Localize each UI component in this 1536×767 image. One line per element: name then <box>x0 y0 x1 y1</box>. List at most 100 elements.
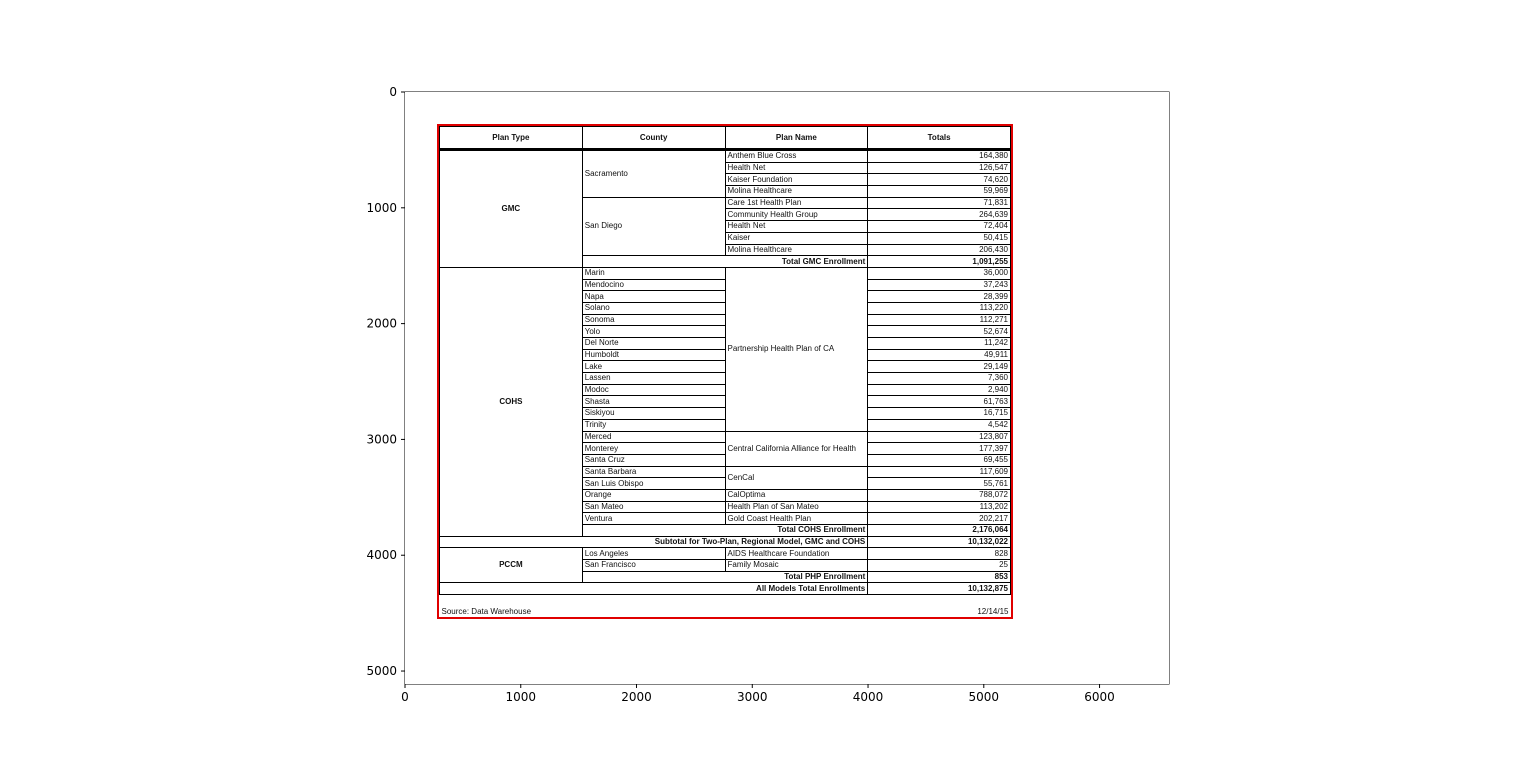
plan-name-cell: Partnership Health Plan of CA <box>724 266 869 432</box>
total-cell: 52,674 <box>867 325 1011 338</box>
table-row: San Mateo Health Plan of San Mateo 113,202 <box>440 500 1011 514</box>
county-cell: Del Norte <box>581 337 726 350</box>
total-cell: 202,217 <box>867 512 1011 525</box>
county-cell: Merced <box>581 430 726 444</box>
county-cell: Ventura <box>581 512 726 525</box>
table-row: San Luis Obispo 55,761 <box>440 477 1011 490</box>
column-header: Plan Name <box>724 126 869 151</box>
total-cell: 55,761 <box>867 477 1011 490</box>
table-row: Merced Central California Alliance for He… <box>440 430 1011 467</box>
table-row: Del Norte 11,242 <box>440 337 1011 350</box>
plan-type-cell: COHS <box>439 266 583 537</box>
table-row: Orange CalOptima 788,072 <box>440 488 1011 502</box>
plan-name-cell: Kaiser Foundation <box>724 173 869 187</box>
total-cell: 112,271 <box>867 313 1011 327</box>
x-tick-label: 0 <box>401 690 409 704</box>
table-row: Plan Type County Plan Name Totals <box>439 126 1011 151</box>
all-models-value: 10,132,875 <box>867 582 1011 596</box>
county-cell: Napa <box>581 290 726 303</box>
table-row: COHS Marin Partnership Health Plan of CA 36… <box>439 266 1011 537</box>
plan-name-cell: Health Net <box>724 220 869 233</box>
total-cell: 4,542 <box>867 418 1011 432</box>
report-date: 12/14/15 <box>977 607 1009 617</box>
total-cell: 61,763 <box>867 395 1011 409</box>
table-row: All Models Total Enrollments 10,132,875 <box>438 582 1011 596</box>
plan-name-cell: Health Plan of San Mateo <box>724 500 869 514</box>
plan-name-cell: Care 1st Health Plan <box>724 196 869 210</box>
column-header: Plan Type <box>439 126 583 151</box>
y-tick-label: 1000 <box>366 201 397 215</box>
table-row: Yolo 52,674 <box>440 325 1011 338</box>
x-tick-label: 1000 <box>505 690 536 704</box>
county-cell: Sonoma <box>581 313 726 327</box>
total-cell: 16,715 <box>867 407 1011 420</box>
total-cell: 113,220 <box>867 301 1011 315</box>
total-cell: 28,399 <box>867 290 1011 303</box>
plan-name-cell: Health Net <box>724 161 869 175</box>
column-header: Totals <box>867 126 1011 151</box>
table-row: Kaiser Foundation 74,620 <box>440 173 1011 187</box>
total-cell: 71,831 <box>867 196 1011 210</box>
total-cell: 2,940 <box>867 383 1011 397</box>
section-total-value: 1,091,255 <box>867 255 1011 268</box>
x-tick-label: 2000 <box>621 690 652 704</box>
x-tick-label: 6000 <box>1084 690 1115 704</box>
x-tick-label: 5000 <box>969 690 1000 704</box>
county-cell: Sacramento <box>581 149 726 198</box>
total-cell: 29,149 <box>867 360 1011 374</box>
total-cell: 177,397 <box>867 442 1011 455</box>
county-cell: Modoc <box>581 383 726 397</box>
table-row: San Francisco Family Mosaic 25 <box>440 559 1011 572</box>
total-cell: 74,620 <box>867 173 1011 187</box>
plan-type-cell: GMC <box>439 149 583 268</box>
enrollment-table: Plan Type County Plan Name Totals GMC Sacrame… <box>437 123 1013 620</box>
county-cell: San Diego <box>581 196 726 257</box>
total-cell: 11,242 <box>867 337 1011 350</box>
table-row: Molina Healthcare 206,430 <box>440 243 1011 257</box>
table-row: Community Health Group 264,639 <box>440 208 1011 222</box>
table-row: Santa Cruz 69,455 <box>440 453 1011 467</box>
section-total-label: Total PHP Enrollment <box>581 570 869 584</box>
table-row: Total COHS Enrollment 2,176,064 <box>440 524 1011 537</box>
total-cell: 123,807 <box>867 430 1011 444</box>
section-total-label: Total GMC Enrollment <box>581 255 869 268</box>
county-cell: Santa Cruz <box>581 453 726 467</box>
county-cell: Shasta <box>581 395 726 409</box>
county-cell: Humboldt <box>581 348 726 362</box>
y-tick-label: 4000 <box>366 548 397 562</box>
total-cell: 50,415 <box>867 231 1011 245</box>
total-cell: 206,430 <box>867 243 1011 257</box>
all-models-label: All Models Total Enrollments <box>438 582 869 596</box>
table-row: Modoc 2,940 <box>440 383 1011 397</box>
plan-name-cell: Gold Coast Health Plan <box>724 512 869 525</box>
total-cell: 828 <box>867 547 1011 561</box>
plan-name-cell: Molina Healthcare <box>724 243 869 257</box>
subtotal-label: Subtotal for Two-Plan, Regional Model, G… <box>438 535 869 549</box>
section-total-value: 2,176,064 <box>867 524 1011 537</box>
table-row: Sonoma 112,271 <box>440 313 1011 327</box>
total-cell: 113,202 <box>867 500 1011 514</box>
table-row: Ventura Gold Coast Health Plan 202,217 <box>440 512 1011 525</box>
table-row: Molina Healthcare 59,969 <box>440 185 1011 198</box>
plan-name-cell: Family Mosaic <box>724 559 869 572</box>
county-cell: San Francisco <box>581 559 726 572</box>
subtotal-value: 10,132,022 <box>867 535 1011 549</box>
plan-name-cell: Anthem Blue Cross <box>724 149 869 163</box>
plan-name-cell: Kaiser <box>724 231 869 245</box>
plan-name-cell: Central California Alliance for Health <box>724 430 869 467</box>
total-cell: 788,072 <box>867 488 1011 502</box>
y-tick-label: 2000 <box>366 317 397 331</box>
county-cell: Mendocino <box>581 278 726 292</box>
county-cell: San Mateo <box>581 500 726 514</box>
table-row: Lassen 7,360 <box>440 372 1011 385</box>
y-tick-label: 5000 <box>366 664 397 678</box>
y-tick-label: 3000 <box>366 432 397 446</box>
total-cell: 69,455 <box>867 453 1011 467</box>
total-cell: 72,404 <box>867 220 1011 233</box>
table-row: Lake 29,149 <box>440 360 1011 374</box>
table-row: San Diego Care 1st Health Plan 71,831 <box>440 196 1011 257</box>
county-cell: Orange <box>581 488 726 502</box>
table-row: PCCM Los Angeles AIDS Healthcare Foundatio… <box>439 547 1011 584</box>
column-header: County <box>581 126 726 151</box>
county-cell: Marin <box>581 266 726 280</box>
